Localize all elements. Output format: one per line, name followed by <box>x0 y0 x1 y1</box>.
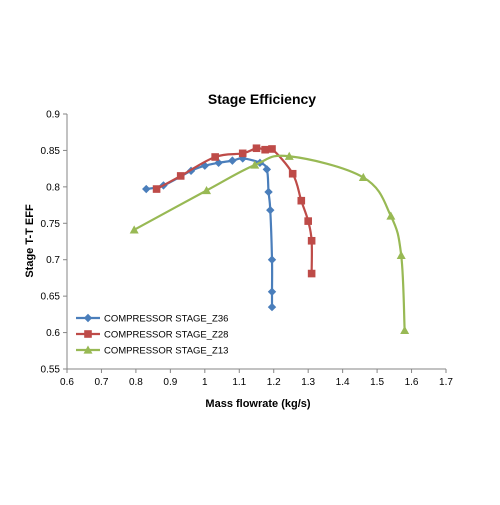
legend: COMPRESSOR STAGE_Z36 COMPRESSOR STAGE_Z28… <box>76 314 228 357</box>
data-point <box>228 156 237 165</box>
data-point <box>358 172 368 181</box>
data-point <box>396 250 406 259</box>
data-point <box>297 196 306 205</box>
legend-item: COMPRESSOR STAGE_Z28 <box>76 330 228 341</box>
y-tick-label: 0.85 <box>41 146 61 157</box>
data-point <box>288 169 297 178</box>
x-tick-label: 1.3 <box>301 377 315 388</box>
data-point <box>250 160 260 169</box>
series-3 <box>129 151 410 334</box>
y-axis-title: Stage T-T EFF <box>24 204 36 278</box>
series-line <box>155 146 314 275</box>
legend-label: COMPRESSOR STAGE_Z28 <box>104 330 228 341</box>
data-point <box>202 186 212 195</box>
legend-label: COMPRESSOR STAGE_Z36 <box>104 314 228 325</box>
data-point <box>267 302 277 312</box>
series-layer <box>129 144 410 334</box>
y-tick-label: 0.8 <box>46 182 60 193</box>
data-point <box>176 172 185 180</box>
y-tick-label: 0.6 <box>46 328 60 339</box>
data-point <box>307 269 316 278</box>
legend-marker <box>84 330 92 338</box>
data-point <box>400 325 410 334</box>
data-point <box>284 151 294 160</box>
data-point <box>211 153 219 161</box>
data-point <box>262 165 272 174</box>
data-point <box>142 184 151 194</box>
data-point <box>304 217 312 225</box>
x-tick-label: 1 <box>202 377 208 388</box>
data-point <box>268 145 276 153</box>
x-tick-label: 0.6 <box>60 377 74 388</box>
data-point <box>252 144 261 153</box>
data-point <box>152 185 161 193</box>
data-point <box>266 205 275 215</box>
x-tick-label: 0.7 <box>95 377 109 388</box>
data-point <box>238 149 247 158</box>
y-tick-label: 0.55 <box>41 365 61 376</box>
x-tick-label: 0.8 <box>129 377 143 388</box>
legend-label: COMPRESSOR STAGE_Z13 <box>104 346 228 357</box>
legend-item: COMPRESSOR STAGE_Z13 <box>76 345 228 357</box>
x-tick-label: 0.9 <box>163 377 177 388</box>
data-point <box>386 211 396 220</box>
axes: 0.6 0.7 0.8 0.9 1 1.1 1.2 1.3 1.4 1.5 1.6 1.70.550.… <box>41 110 454 389</box>
data-point <box>307 236 316 245</box>
data-point <box>264 187 273 197</box>
data-point <box>267 255 277 264</box>
chart-title: Stage Efficiency <box>208 91 316 107</box>
y-tick-label: 0.9 <box>46 110 60 121</box>
data-point <box>129 225 139 234</box>
x-tick-label: 1.7 <box>439 377 453 388</box>
x-tick-label: 1.5 <box>370 377 384 388</box>
x-axis-title: Mass flowrate (kg/s) <box>205 398 310 410</box>
x-tick-label: 1.6 <box>405 377 419 388</box>
series-1 <box>142 154 277 312</box>
y-tick-label: 0.65 <box>41 292 61 303</box>
data-point <box>261 145 269 154</box>
legend-item: COMPRESSOR STAGE_Z36 <box>76 314 228 325</box>
y-tick-label: 0.75 <box>41 219 61 230</box>
series-line <box>133 154 406 332</box>
series-line <box>145 157 274 309</box>
x-tick-label: 1.1 <box>232 377 246 388</box>
y-tick-label: 0.7 <box>46 255 60 266</box>
series-2 <box>152 144 316 278</box>
x-tick-label: 1.4 <box>336 377 350 388</box>
data-point <box>267 287 277 296</box>
legend-marker <box>83 345 93 354</box>
legend-marker <box>83 313 93 323</box>
x-tick-label: 1.2 <box>267 377 281 388</box>
